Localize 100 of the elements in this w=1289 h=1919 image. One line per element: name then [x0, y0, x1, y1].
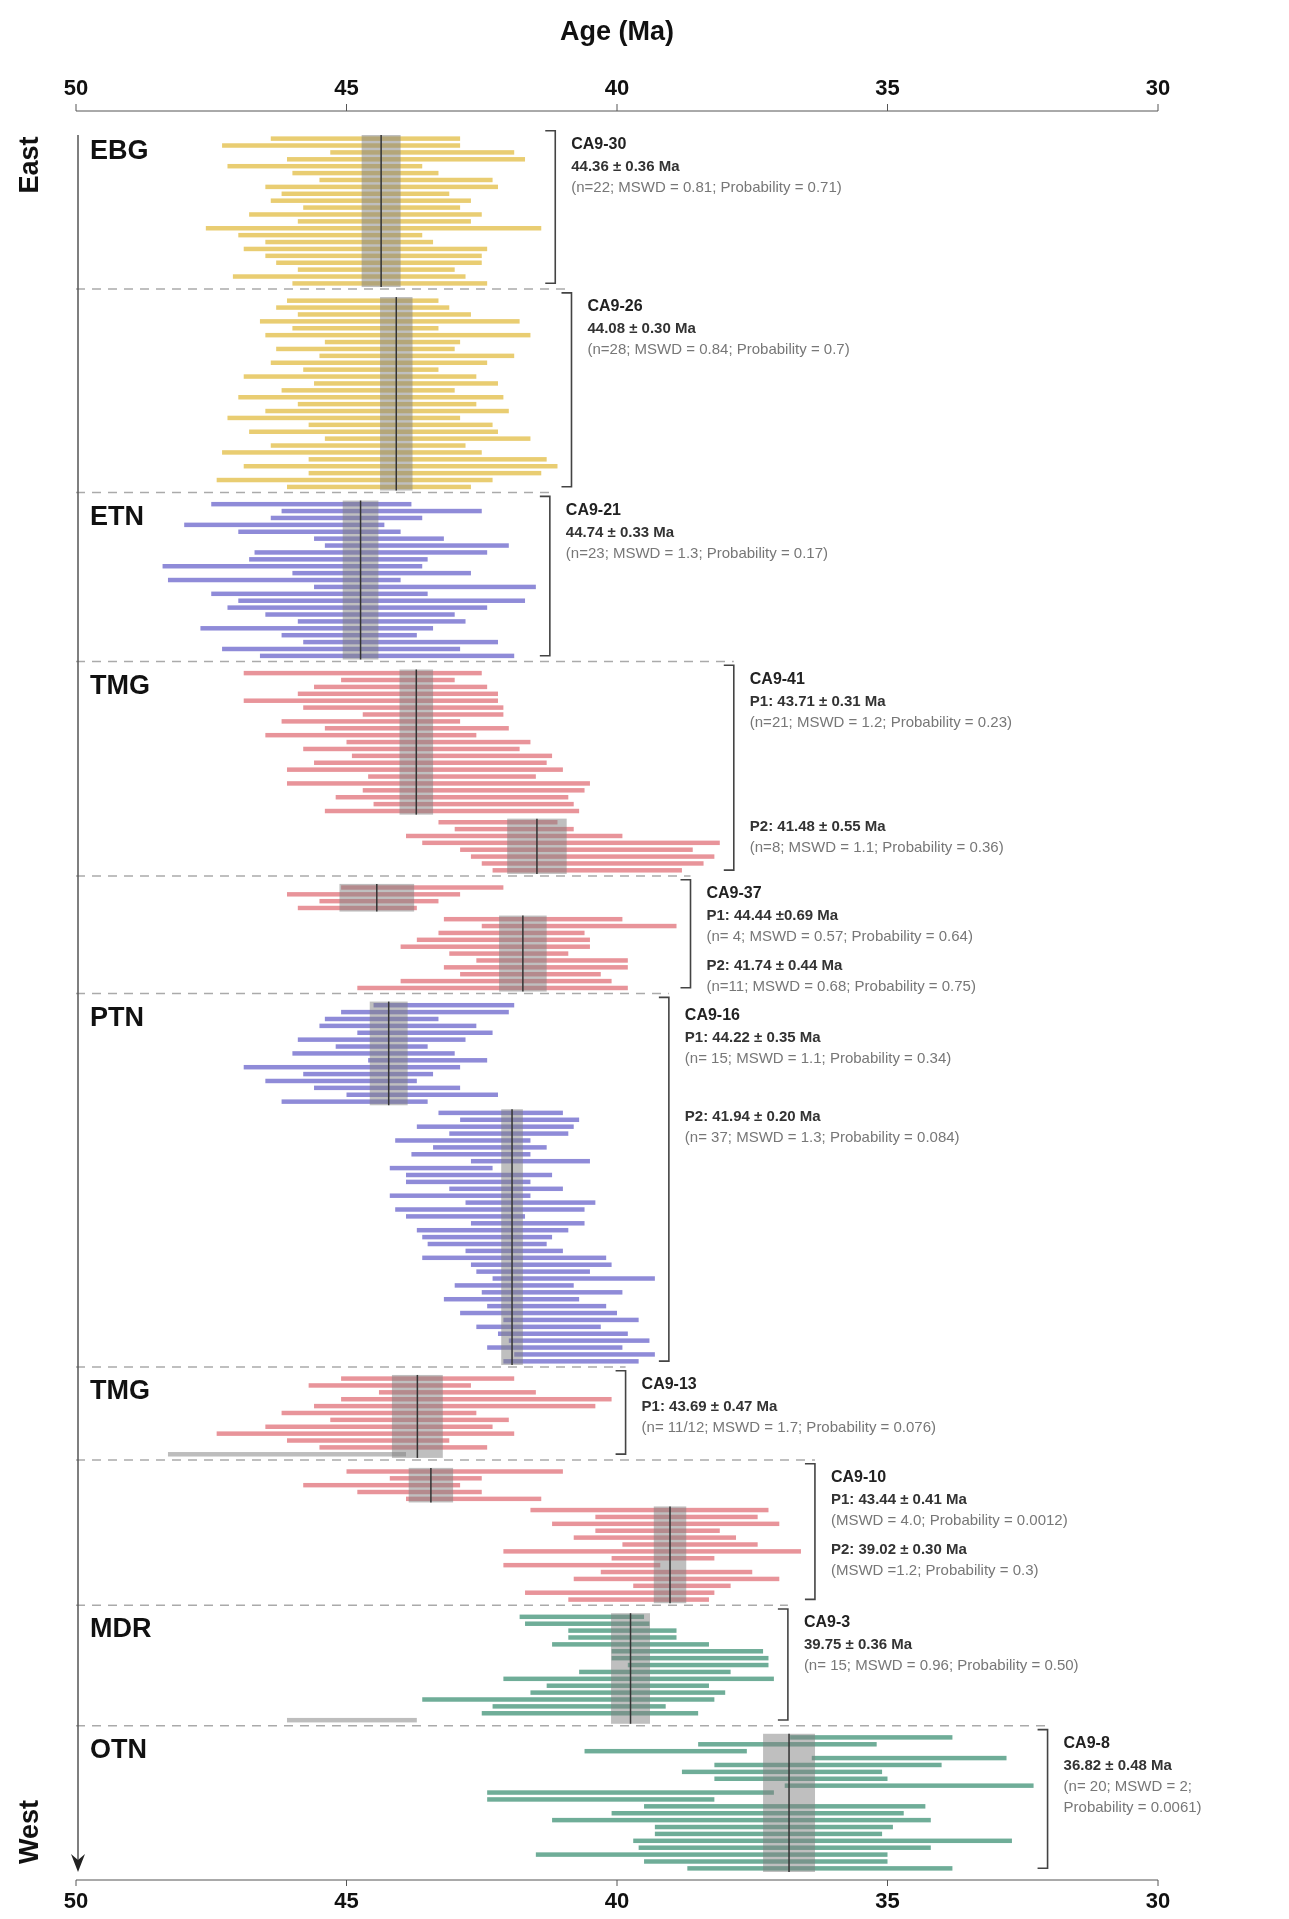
bar — [286, 1438, 450, 1443]
bar — [265, 612, 455, 617]
bar — [497, 1331, 628, 1336]
bar — [308, 457, 547, 462]
bar — [644, 1804, 926, 1809]
bar — [416, 1124, 574, 1129]
chart-subtitle: TMG — [90, 1374, 150, 1405]
annotation: (n=21; MSWD = 1.2; Probability = 0.23) — [749, 712, 1013, 730]
bar — [324, 726, 509, 731]
bar — [470, 1262, 612, 1267]
bar — [292, 326, 439, 331]
bar — [644, 1859, 888, 1864]
bar — [481, 1290, 623, 1295]
y-axis-title: East — [14, 136, 44, 194]
bar — [222, 450, 482, 455]
bar — [341, 1376, 515, 1381]
x2-tick-label: 35 — [875, 75, 900, 100]
bar — [303, 705, 504, 710]
annotation: P1: 43.69 ± 0.47 Ma — [641, 1396, 779, 1414]
bar — [297, 219, 471, 224]
bar — [422, 1697, 715, 1702]
annotation: P1: 43.71 ± 0.31 Ma — [749, 691, 887, 709]
bar — [449, 1131, 569, 1136]
bar — [514, 1352, 655, 1357]
bar — [503, 1549, 801, 1554]
bar — [508, 1338, 650, 1343]
bar — [368, 774, 536, 779]
bar — [433, 1145, 547, 1150]
bar — [476, 1269, 590, 1274]
bar — [362, 788, 585, 793]
bar — [611, 1556, 715, 1561]
bar — [611, 1649, 764, 1654]
bar — [573, 1535, 737, 1540]
bar — [525, 1621, 650, 1626]
annotation: 36.82 ± 0.48 Ma — [1063, 1755, 1173, 1773]
x-tick-label: 35 — [875, 1888, 900, 1913]
bar — [492, 868, 682, 873]
bar — [568, 1597, 709, 1602]
bar — [454, 1283, 574, 1288]
chart-subtitle: EBG — [90, 135, 149, 165]
bar — [346, 1469, 563, 1474]
x2-tick-label: 45 — [334, 75, 359, 100]
x-tick-label: 30 — [1145, 1888, 1171, 1913]
annotation: (n=23; MSWD = 1.3; Probability = 0.17) — [565, 543, 829, 561]
chart-subtitle: ETN — [90, 500, 144, 531]
bar — [249, 429, 498, 434]
x-tick-label: 45 — [334, 1888, 359, 1913]
bar — [281, 719, 461, 724]
bar — [292, 1051, 455, 1056]
bar — [281, 1099, 428, 1104]
bar — [568, 1635, 677, 1640]
bar — [530, 1690, 726, 1695]
annotation: P2: 41.74 ± 0.44 Ma — [706, 955, 843, 973]
chart-title: CA9-21 — [565, 500, 622, 518]
chart-title: CA9-13 — [641, 1374, 697, 1392]
x2-tick-label: 30 — [1145, 75, 1171, 100]
chart-title: CA9-37 — [706, 883, 762, 901]
annotation: (n=11; MSWD = 0.68; Probability = 0.75) — [706, 976, 976, 994]
bar — [200, 626, 434, 631]
bar — [568, 1628, 677, 1633]
bar — [286, 767, 563, 772]
bar — [698, 1742, 877, 1747]
chart-subtitle: TMG — [90, 669, 150, 700]
bar — [790, 1735, 953, 1740]
annotation: (MSWD = 4.0; Probability = 0.0012) — [830, 1510, 1068, 1528]
bar — [286, 1717, 417, 1723]
chart-title: CA9-30 — [571, 135, 627, 152]
bar — [784, 1783, 1034, 1788]
bar — [535, 1852, 888, 1857]
bar — [481, 1711, 699, 1716]
bar — [406, 1214, 526, 1219]
chart-subtitle: MDR — [90, 1613, 152, 1644]
chart-title: CA9-26 — [587, 297, 643, 315]
bar — [492, 1276, 655, 1281]
bar — [687, 1866, 953, 1871]
bar — [395, 1138, 531, 1143]
bar — [492, 1704, 666, 1709]
bar — [205, 226, 542, 231]
bar — [297, 1037, 466, 1042]
bar — [297, 312, 471, 317]
bar — [270, 443, 466, 448]
bar — [335, 1044, 428, 1049]
annotation: P1: 43.44 ± 0.41 Ma — [830, 1489, 968, 1507]
bar — [249, 557, 428, 562]
bar — [595, 1528, 720, 1533]
bar — [286, 157, 526, 162]
bar — [167, 1452, 407, 1457]
bar — [546, 1683, 709, 1688]
bar — [341, 885, 504, 890]
annotation: P1: 44.44 ±0.69 Ma — [706, 905, 839, 923]
bar — [227, 605, 488, 610]
bar — [222, 143, 461, 148]
bar — [324, 436, 531, 441]
annotation: (n=8; MSWD = 1.1; Probability = 0.36) — [749, 837, 1004, 855]
bar — [395, 1207, 585, 1212]
bar — [276, 260, 482, 265]
bar — [276, 305, 450, 310]
bar — [330, 150, 515, 155]
bar — [481, 861, 704, 866]
annotation: 39.75 ± 0.36 Ma — [803, 1635, 913, 1653]
